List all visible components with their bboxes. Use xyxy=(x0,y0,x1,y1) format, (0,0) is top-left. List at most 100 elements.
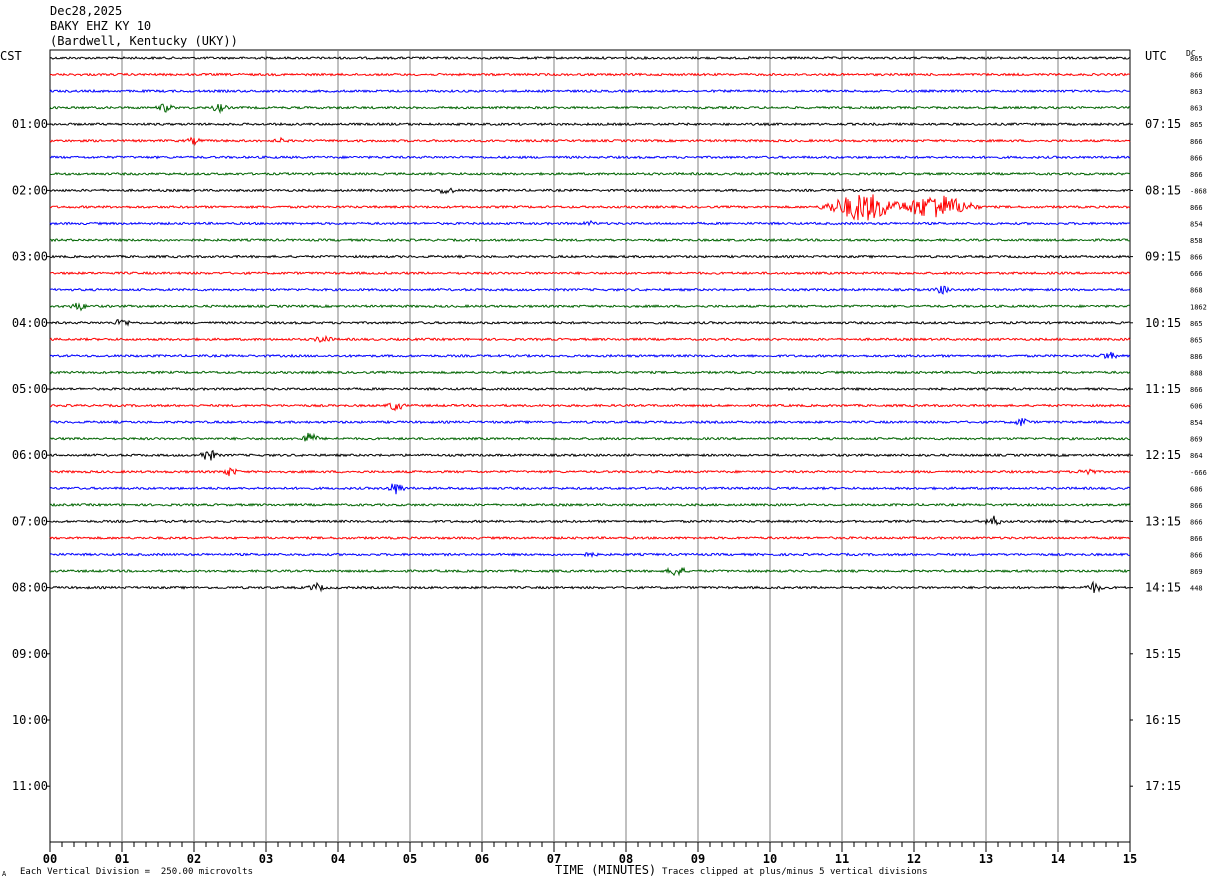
seismic-trace xyxy=(49,136,1131,146)
utc-hour-label: 09:15 xyxy=(1145,250,1181,264)
x-tick-label: 03 xyxy=(259,852,273,866)
x-tick-label: 12 xyxy=(907,852,921,866)
seismic-trace xyxy=(49,502,1131,507)
dc-offset-value: 868 xyxy=(1190,287,1203,295)
seismic-trace xyxy=(49,318,1131,327)
cst-hour-label: 07:00 xyxy=(12,514,48,528)
station-name: BAKY EHZ KY 10 xyxy=(50,19,152,33)
dc-offset-value: 863 xyxy=(1190,105,1203,113)
seismic-trace xyxy=(49,271,1131,276)
x-axis-title: TIME (MINUTES) xyxy=(555,863,657,877)
seismic-trace xyxy=(49,449,1131,461)
seismic-trace xyxy=(49,254,1131,259)
seismic-trace xyxy=(49,237,1131,243)
cst-hour-label: 02:00 xyxy=(12,183,48,197)
seismic-trace xyxy=(49,302,1131,312)
cst-hour-label: 11:00 xyxy=(12,779,48,793)
seismic-trace xyxy=(49,103,1131,115)
dc-offset-value: 866 xyxy=(1190,535,1203,543)
cst-hour-label: 03:00 xyxy=(12,250,48,264)
x-tick-label: 09 xyxy=(691,852,705,866)
x-tick-label: 15 xyxy=(1123,852,1137,866)
seismic-trace xyxy=(49,187,1130,195)
vertical-division-note: Each Vertical Division = 250.00 microvol… xyxy=(20,867,253,877)
seismic-trace xyxy=(49,121,1131,127)
seismic-trace xyxy=(49,467,1131,477)
utc-hour-label: 14:15 xyxy=(1145,581,1181,595)
utc-hour-label: 10:15 xyxy=(1145,316,1181,330)
seismic-trace xyxy=(49,580,1131,594)
cst-hour-label: 10:00 xyxy=(12,713,48,727)
dc-offset-value: 865 xyxy=(1190,320,1203,328)
x-tick-label: 00 xyxy=(43,852,57,866)
seismic-trace xyxy=(49,483,1131,495)
clip-note: Traces clipped at plus/minus 5 vertical … xyxy=(662,867,928,877)
utc-hour-label: 08:15 xyxy=(1145,183,1181,197)
seismic-trace xyxy=(49,72,1131,77)
dc-offset-value: 866 xyxy=(1190,386,1203,394)
dc-offset-value: -666 xyxy=(1190,469,1207,477)
plot-frame xyxy=(49,49,1131,843)
dc-offset-value: 866 xyxy=(1190,502,1203,510)
station-location: (Bardwell, Kentucky (UKY)) xyxy=(50,34,238,48)
dc-offset-value: 1862 xyxy=(1190,303,1207,311)
dc-offset-header: DC xyxy=(1186,49,1196,58)
seismic-trace xyxy=(49,155,1131,160)
cst-hour-label: 08:00 xyxy=(12,581,48,595)
dc-offset-value: 866 xyxy=(1190,552,1203,560)
utc-hour-label: 17:15 xyxy=(1145,779,1181,793)
utc-hour-label: 12:15 xyxy=(1145,448,1181,462)
utc-hour-label: 07:15 xyxy=(1145,117,1181,131)
dc-offset-value: 864 xyxy=(1190,452,1203,460)
dc-offset-value: 866 xyxy=(1190,72,1203,80)
x-tick-label: 14 xyxy=(1051,852,1065,866)
seismic-trace xyxy=(49,432,1131,442)
seismic-trace xyxy=(49,535,1131,541)
seismic-trace xyxy=(49,55,1131,61)
utc-hour-label: 16:15 xyxy=(1145,713,1181,727)
dc-offset-value: 866 xyxy=(1190,518,1203,526)
seismic-trace xyxy=(49,194,1131,221)
seismic-trace xyxy=(49,219,1131,227)
dc-offset-value: 858 xyxy=(1190,237,1203,245)
dc-offset-value: 886 xyxy=(1190,353,1203,361)
dc-offset-value: 854 xyxy=(1190,419,1203,427)
dc-offset-value: 854 xyxy=(1190,221,1203,229)
dc-offset-value: 863 xyxy=(1190,88,1203,96)
dc-offset-value: -868 xyxy=(1190,187,1207,195)
seismic-trace xyxy=(49,171,1131,176)
seismic-trace xyxy=(49,88,1130,94)
x-tick-label: 08 xyxy=(619,852,633,866)
dc-offset-value: 866 xyxy=(1190,204,1203,212)
seismic-trace xyxy=(49,418,1131,427)
dc-offset-value: 866 xyxy=(1190,254,1203,262)
dc-offset-value: 866 xyxy=(1190,171,1203,179)
seismic-trace xyxy=(49,285,1131,295)
dc-offset-value: 865 xyxy=(1190,121,1203,129)
dc-offset-value: 606 xyxy=(1190,403,1203,411)
x-tick-label: 05 xyxy=(403,852,417,866)
x-tick-label: 11 xyxy=(835,852,849,866)
utc-hour-label: 15:15 xyxy=(1145,647,1181,661)
dc-offset-value: 865 xyxy=(1190,55,1203,63)
x-tick-label: 01 xyxy=(115,852,129,866)
cst-hour-label: 09:00 xyxy=(12,647,48,661)
seismic-trace xyxy=(49,370,1131,375)
utc-hour-label: 11:15 xyxy=(1145,382,1181,396)
utc-hour-label: 13:15 xyxy=(1145,514,1181,528)
seismic-trace xyxy=(49,566,1131,577)
dc-offset-value: 866 xyxy=(1190,154,1203,162)
seismic-trace xyxy=(49,351,1131,360)
seismic-trace xyxy=(49,386,1131,392)
dc-offset-value: 869 xyxy=(1190,436,1203,444)
dc-offset-value: 866 xyxy=(1190,138,1203,146)
dc-offset-value: 686 xyxy=(1190,485,1203,493)
corner-mark: A xyxy=(2,870,7,878)
cst-hour-label: 06:00 xyxy=(12,448,48,462)
seismic-trace xyxy=(49,515,1131,526)
dc-offset-value: 888 xyxy=(1190,369,1203,377)
x-tick-label: 02 xyxy=(187,852,201,866)
plot-date: Dec28,2025 xyxy=(50,4,123,18)
dc-offset-value: 448 xyxy=(1190,585,1203,593)
